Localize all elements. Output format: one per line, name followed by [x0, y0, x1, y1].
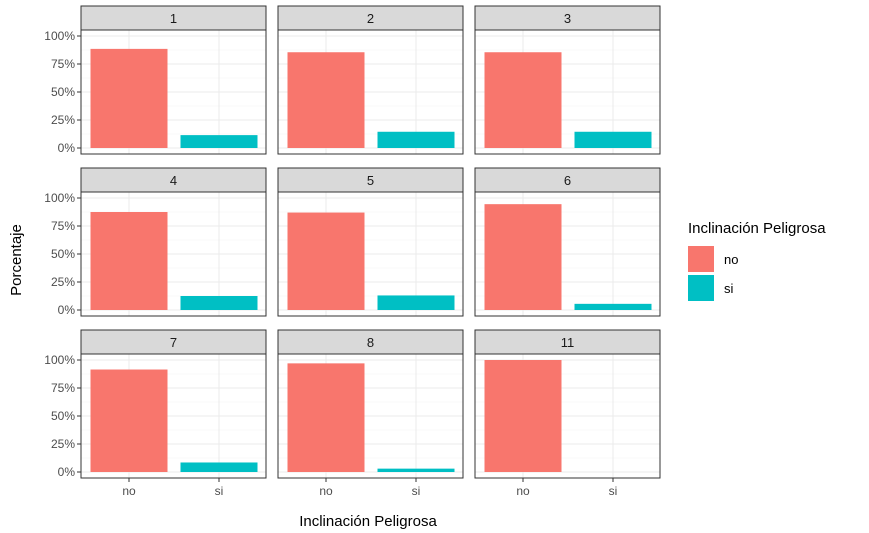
bar-si: [377, 295, 455, 310]
facet-strip-label: 7: [170, 335, 177, 350]
facet-panel-7: 7: [80, 329, 267, 479]
y-tick-label: 100%: [44, 29, 75, 43]
facet-panel-5: 5: [277, 167, 464, 317]
y-tick-label: 0%: [58, 465, 76, 479]
bar-no: [287, 363, 365, 472]
panel-border: [474, 29, 661, 155]
facet-strip-label: 2: [367, 11, 374, 26]
legend-title: Inclinación Peligrosa: [688, 220, 826, 237]
y-tick-label: 0%: [58, 303, 76, 317]
x-tick-label: no: [122, 484, 136, 498]
bar-si: [180, 462, 258, 472]
legend-label-si: si: [724, 281, 734, 296]
facet-strip-label: 6: [564, 173, 571, 188]
bar-si: [377, 468, 455, 472]
legend-label-no: no: [724, 252, 738, 267]
y-tick-label: 25%: [51, 437, 75, 451]
bar-no: [287, 52, 365, 148]
facet-strip: [80, 329, 267, 355]
facet-panel-6: 6: [474, 167, 661, 317]
y-axis-layer: 0% 25% 50% 75% 100% 0% 25% 50% 75% 100% 0% 25% 50% 75…: [44, 29, 81, 479]
bar-no: [90, 212, 168, 310]
panel-border: [277, 191, 464, 317]
x-tick-label: no: [516, 484, 530, 498]
facet-strip: [80, 5, 267, 31]
y-axis-title: Porcentaje: [8, 224, 25, 296]
facet-strip-label: 11: [561, 335, 575, 350]
facet-strip-label: 4: [170, 173, 177, 188]
legend-key-si: [688, 275, 714, 301]
bar-si: [574, 131, 652, 148]
x-axis-layer: no si no si no si: [122, 478, 617, 498]
facet-strip: [474, 5, 661, 31]
bar-si: [377, 131, 455, 148]
facet-panel-4: 4: [80, 167, 267, 317]
bar-no: [287, 212, 365, 310]
x-tick-label: si: [609, 484, 618, 498]
facet-strip-label: 1: [170, 11, 177, 26]
bar-si: [574, 303, 652, 310]
y-tick-label: 100%: [44, 353, 75, 367]
facet-strip-label: 3: [564, 11, 571, 26]
panel-border: [277, 353, 464, 479]
bar-no: [484, 52, 562, 148]
bar-si: [180, 135, 258, 148]
bar-no: [484, 360, 562, 472]
y-tick-label: 75%: [51, 57, 75, 71]
facet-strip-label: 8: [367, 335, 374, 350]
x-tick-label: si: [215, 484, 224, 498]
x-tick-label: si: [412, 484, 421, 498]
bar-no: [90, 48, 168, 148]
y-tick-label: 100%: [44, 191, 75, 205]
y-tick-label: 50%: [51, 85, 75, 99]
panel-border: [474, 191, 661, 317]
y-tick-label: 25%: [51, 275, 75, 289]
x-tick-label: no: [319, 484, 333, 498]
panel-border: [277, 29, 464, 155]
facet-strip: [277, 5, 464, 31]
legend: Inclinación Peligrosa no si: [688, 220, 826, 301]
bar-no: [484, 204, 562, 310]
y-tick-label: 50%: [51, 247, 75, 261]
facet-strip: [80, 167, 267, 193]
bar-no: [90, 369, 168, 472]
facet-strip: [474, 167, 661, 193]
facet-panel-2: 2: [277, 5, 464, 155]
legend-key-no: [688, 246, 714, 272]
y-tick-label: 50%: [51, 409, 75, 423]
facet-panel-8: 8: [277, 329, 464, 479]
x-axis-title: Inclinación Peligrosa: [299, 513, 437, 530]
y-tick-label: 75%: [51, 381, 75, 395]
facet-panel-3: 3: [474, 5, 661, 155]
facet-panel-11: 11: [474, 329, 661, 479]
y-tick-label: 25%: [51, 113, 75, 127]
panel-border: [474, 353, 661, 479]
facet-strip-label: 5: [367, 173, 374, 188]
facet-panel-1: 1: [80, 5, 267, 155]
y-tick-label: 75%: [51, 219, 75, 233]
bar-si: [180, 296, 258, 310]
facet-strip: [277, 167, 464, 193]
panels-layer: 1 2 3 4 5 6 7 8 11: [80, 5, 661, 479]
y-tick-label: 0%: [58, 141, 76, 155]
